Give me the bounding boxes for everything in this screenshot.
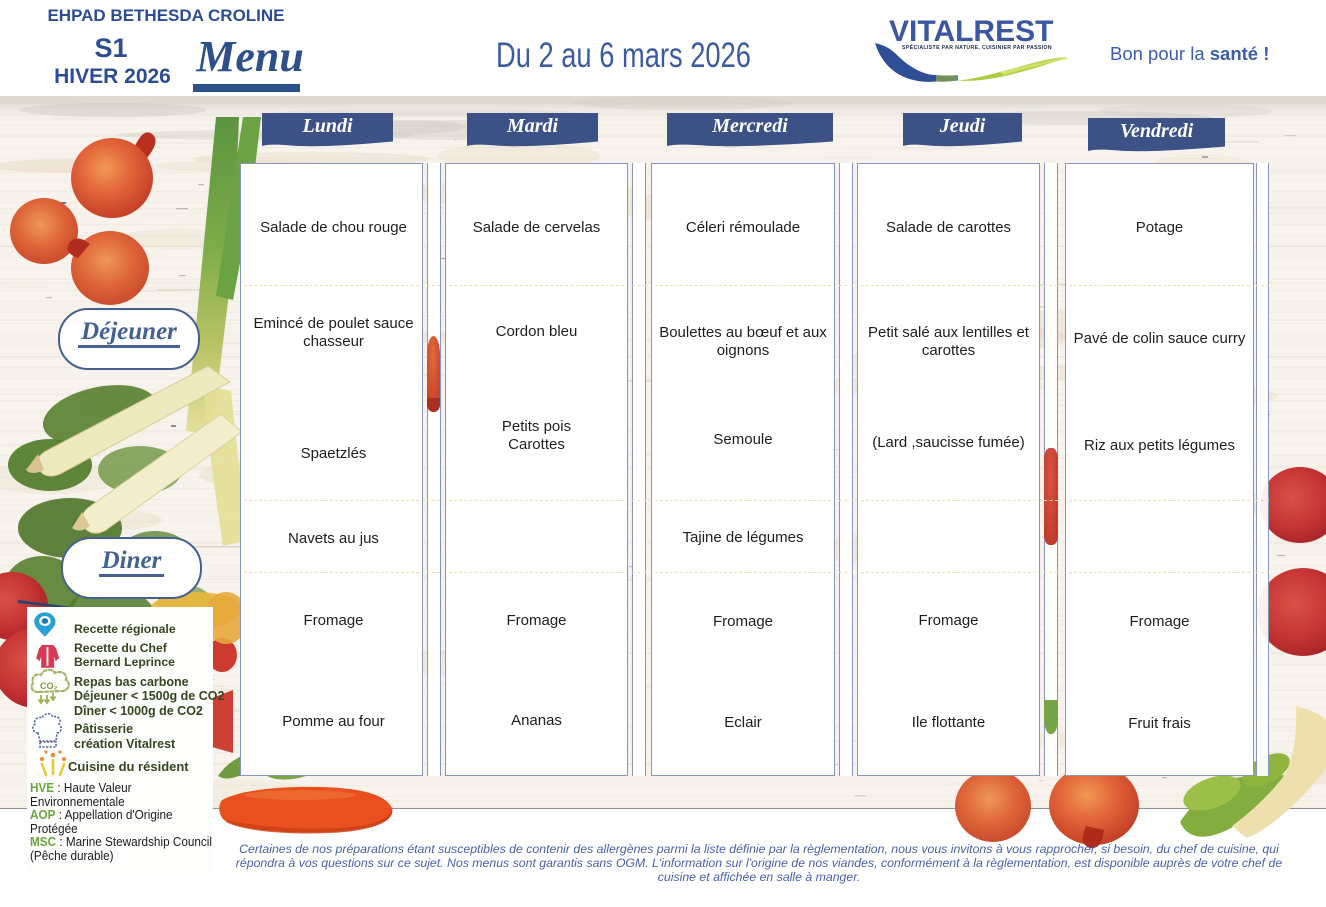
- svg-text:CO₂: CO₂: [40, 681, 58, 691]
